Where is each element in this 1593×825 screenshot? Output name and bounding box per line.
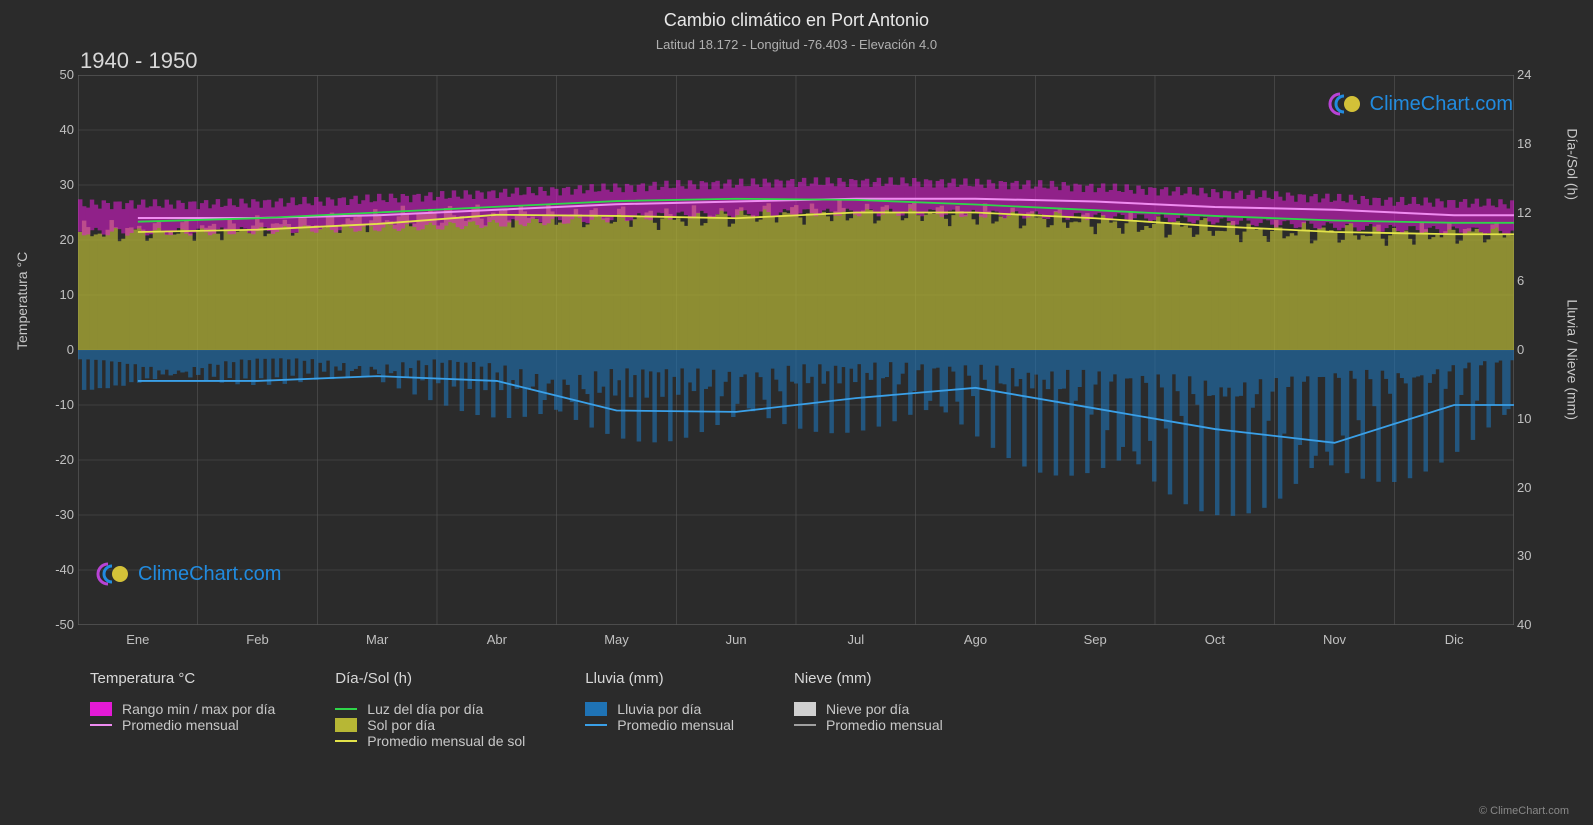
xtick-month: Ene bbox=[108, 632, 168, 647]
ytick-left: -30 bbox=[48, 507, 74, 522]
xtick-month: Feb bbox=[228, 632, 288, 647]
ytick-right: 10 bbox=[1517, 411, 1543, 426]
legend-swatch bbox=[794, 724, 816, 726]
legend-label: Promedio mensual bbox=[617, 717, 734, 733]
ytick-right: 40 bbox=[1517, 617, 1543, 632]
xtick-month: Nov bbox=[1305, 632, 1365, 647]
legend-swatch bbox=[585, 702, 607, 716]
xtick-month: Abr bbox=[467, 632, 527, 647]
ytick-left: 50 bbox=[48, 67, 74, 82]
chart-svg bbox=[78, 75, 1514, 625]
ytick-left: 10 bbox=[48, 287, 74, 302]
legend-swatch bbox=[335, 740, 357, 742]
xtick-month: Dic bbox=[1424, 632, 1484, 647]
ytick-left: -50 bbox=[48, 617, 74, 632]
legend-label: Luz del día por día bbox=[367, 701, 483, 717]
legend-header-temp: Temperatura °C bbox=[90, 670, 275, 687]
legend-item: Promedio mensual de sol bbox=[335, 733, 525, 749]
ytick-left: -40 bbox=[48, 562, 74, 577]
legend-swatch bbox=[335, 708, 357, 710]
xtick-month: Sep bbox=[1065, 632, 1125, 647]
legend: Temperatura °C Rango min / max por díaPr… bbox=[90, 670, 1553, 749]
legend-swatch bbox=[585, 724, 607, 726]
legend-item: Sol por día bbox=[335, 717, 525, 733]
ytick-left: 20 bbox=[48, 232, 74, 247]
watermark-top: ClimeChart.com bbox=[1324, 90, 1513, 118]
ytick-right: 6 bbox=[1517, 273, 1543, 288]
legend-col-sun: Día-/Sol (h) Luz del día por díaSol por … bbox=[335, 670, 525, 749]
ytick-left: -20 bbox=[48, 452, 74, 467]
legend-swatch bbox=[794, 702, 816, 716]
copyright: © ClimeChart.com bbox=[1479, 805, 1569, 817]
legend-header-rain: Lluvia (mm) bbox=[585, 670, 734, 687]
chart-title: Cambio climático en Port Antonio bbox=[0, 0, 1593, 31]
ytick-left: 30 bbox=[48, 177, 74, 192]
xtick-month: Jun bbox=[706, 632, 766, 647]
y-axis-right-bottom-label: Lluvia / Nieve (mm) bbox=[1565, 299, 1581, 420]
ytick-right: 18 bbox=[1517, 136, 1543, 151]
legend-swatch bbox=[90, 702, 112, 716]
ytick-left: 0 bbox=[48, 342, 74, 357]
xtick-month: Mar bbox=[347, 632, 407, 647]
legend-header-sun: Día-/Sol (h) bbox=[335, 670, 525, 687]
ytick-left: -10 bbox=[48, 397, 74, 412]
y-axis-right-top-label: Día-/Sol (h) bbox=[1565, 128, 1581, 200]
legend-label: Promedio mensual bbox=[122, 717, 239, 733]
legend-item: Lluvia por día bbox=[585, 701, 734, 717]
ytick-right: 12 bbox=[1517, 205, 1543, 220]
legend-label: Lluvia por día bbox=[617, 701, 701, 717]
ytick-right: 20 bbox=[1517, 480, 1543, 495]
ytick-left: 40 bbox=[48, 122, 74, 137]
legend-swatch bbox=[335, 718, 357, 732]
ytick-right: 30 bbox=[1517, 548, 1543, 563]
period-label: 1940 - 1950 bbox=[80, 48, 197, 74]
legend-label: Sol por día bbox=[367, 717, 435, 733]
xtick-month: Ago bbox=[946, 632, 1006, 647]
climechart-logo-icon bbox=[92, 560, 132, 588]
legend-col-snow: Nieve (mm) Nieve por díaPromedio mensual bbox=[794, 670, 943, 749]
plot-area bbox=[78, 75, 1514, 625]
watermark-text: ClimeChart.com bbox=[1370, 93, 1513, 116]
climechart-logo-icon bbox=[1324, 90, 1364, 118]
legend-item: Promedio mensual bbox=[794, 717, 943, 733]
ytick-right: 0 bbox=[1517, 342, 1543, 357]
legend-col-temp: Temperatura °C Rango min / max por díaPr… bbox=[90, 670, 275, 749]
legend-item: Promedio mensual bbox=[90, 717, 275, 733]
legend-label: Nieve por día bbox=[826, 701, 909, 717]
xtick-month: Oct bbox=[1185, 632, 1245, 647]
chart-subtitle: Latitud 18.172 - Longitud -76.403 - Elev… bbox=[0, 37, 1593, 52]
ytick-right: 24 bbox=[1517, 67, 1543, 82]
legend-label: Promedio mensual de sol bbox=[367, 733, 525, 749]
legend-swatch bbox=[90, 724, 112, 726]
watermark-text: ClimeChart.com bbox=[138, 563, 281, 586]
legend-item: Promedio mensual bbox=[585, 717, 734, 733]
xtick-month: May bbox=[587, 632, 647, 647]
legend-label: Promedio mensual bbox=[826, 717, 943, 733]
y-axis-left-label: Temperatura °C bbox=[14, 252, 30, 350]
watermark-bottom: ClimeChart.com bbox=[92, 560, 281, 588]
legend-item: Rango min / max por día bbox=[90, 701, 275, 717]
legend-item: Luz del día por día bbox=[335, 701, 525, 717]
legend-header-snow: Nieve (mm) bbox=[794, 670, 943, 687]
legend-label: Rango min / max por día bbox=[122, 701, 275, 717]
xtick-month: Jul bbox=[826, 632, 886, 647]
legend-item: Nieve por día bbox=[794, 701, 943, 717]
legend-col-rain: Lluvia (mm) Lluvia por díaPromedio mensu… bbox=[585, 670, 734, 749]
